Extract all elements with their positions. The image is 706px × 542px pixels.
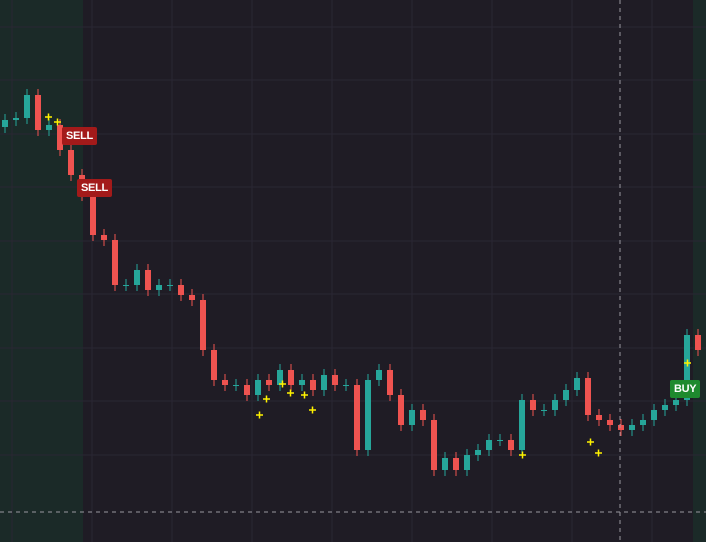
candle-body: [189, 295, 195, 300]
candle-body: [387, 370, 393, 395]
candle-body: [662, 405, 668, 410]
candle-body: [574, 378, 580, 390]
candle-body: [310, 380, 316, 390]
candle-body: [167, 285, 173, 286]
candle-body: [585, 378, 591, 415]
candle-body: [618, 425, 624, 430]
candle-body: [277, 370, 283, 385]
candle-body: [530, 400, 536, 410]
candle-body: [299, 380, 305, 385]
candle-body: [398, 395, 404, 425]
candle-body: [145, 270, 151, 290]
candle-body: [442, 458, 448, 470]
candle-body: [200, 300, 206, 350]
candle-body: [365, 380, 371, 450]
candle-body: [563, 390, 569, 400]
buy-signal: BUY: [670, 380, 701, 398]
candle-body: [695, 335, 701, 350]
candle-body: [222, 380, 228, 385]
candle-body: [684, 335, 690, 400]
candle-body: [2, 120, 8, 127]
candle-body: [409, 410, 415, 425]
candle-body: [596, 415, 602, 420]
sell-signal: SELL: [77, 179, 112, 197]
candle-body: [552, 400, 558, 410]
candle-body: [354, 385, 360, 450]
sell-signal: SELL: [62, 127, 97, 145]
candle-body: [57, 125, 63, 150]
candle-body: [453, 458, 459, 470]
candle-body: [112, 240, 118, 285]
session-shade: [0, 0, 83, 542]
candle-body: [134, 270, 140, 285]
candle-body: [35, 95, 41, 130]
candle-body: [46, 125, 52, 130]
candle-body: [343, 385, 349, 386]
candle-body: [376, 370, 382, 380]
candle-body: [233, 385, 239, 386]
candle-body: [673, 400, 679, 405]
candle-body: [541, 410, 547, 411]
candle-body: [332, 375, 338, 385]
candle-body: [123, 285, 129, 286]
candle-body: [255, 380, 261, 395]
candle-body: [497, 440, 503, 441]
candle-body: [90, 195, 96, 235]
candle-body: [13, 118, 19, 120]
candle-body: [464, 455, 470, 470]
candle-body: [24, 95, 30, 118]
candle-body: [244, 385, 250, 395]
candle-body: [288, 370, 294, 385]
candle-body: [101, 235, 107, 240]
candle-body: [211, 350, 217, 380]
candle-body: [508, 440, 514, 450]
candle-body: [266, 380, 272, 385]
signal-crosses: [45, 113, 691, 459]
candle-body: [156, 285, 162, 290]
candle-body: [321, 375, 327, 390]
session-shade: [693, 0, 706, 542]
candle-body: [68, 150, 74, 175]
candle-body: [178, 285, 184, 295]
candle-body: [640, 420, 646, 425]
candle-body: [420, 410, 426, 420]
candle-body: [475, 450, 481, 455]
candle-body: [431, 420, 437, 470]
candle-body: [486, 440, 492, 450]
candle-body: [651, 410, 657, 420]
candle-body: [519, 400, 525, 450]
candle-body: [607, 420, 613, 425]
candle-body: [629, 425, 635, 430]
